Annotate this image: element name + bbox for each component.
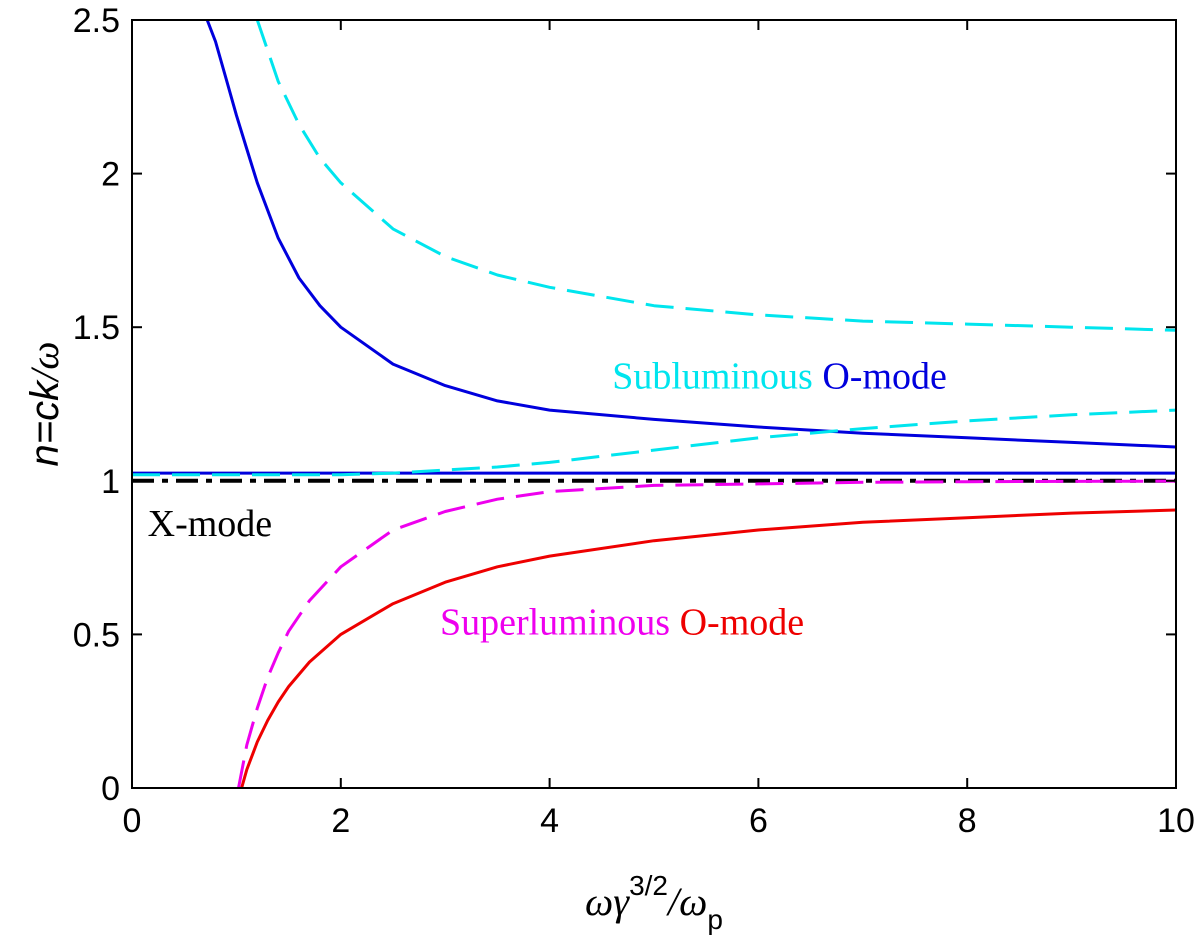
- x-tick-label-5: 10: [1157, 802, 1195, 840]
- y-tick-label-3: 1.5: [73, 309, 120, 347]
- annotation-0: Subluminous O-mode: [612, 356, 947, 398]
- x-axis-label-mid: /ω: [666, 879, 707, 924]
- x-tick-label-1: 2: [331, 802, 350, 840]
- annotations-layer: Subluminous O-mode X-mode Superluminous O-…: [148, 356, 947, 644]
- series-6-line: [240, 508, 1176, 788]
- y-tick-label-4: 2: [101, 156, 120, 194]
- y-tick-label-5: 2.5: [73, 2, 120, 40]
- annotation-1-part-0: X-mode: [148, 503, 273, 545]
- x-tick-label-4: 8: [958, 802, 977, 840]
- x-tick-label-2: 4: [540, 802, 559, 840]
- x-tick-label-3: 6: [749, 802, 768, 840]
- y-tick-label-1: 0.5: [73, 616, 120, 654]
- annotation-2-part-0: Superluminous: [440, 601, 670, 643]
- y-axis-label: n=ck/ω: [22, 342, 67, 467]
- series-2-line: [255, 20, 1176, 332]
- ticks-layer: 0 2 4 6 8 10 0 0.5 1 1.5 2 2.5: [73, 2, 1195, 840]
- y-axis-label-italic: ck: [23, 379, 67, 421]
- x-tick-label-0: 0: [123, 802, 142, 840]
- annotation-1: X-mode: [148, 503, 273, 545]
- x-axis-label: ωγ3/2/ωp: [585, 870, 723, 935]
- series-5-line: [237, 479, 1176, 788]
- annotation-0-part-1: O-mode: [813, 356, 947, 398]
- plot-frame: [131, 19, 1177, 789]
- y-tick-label-2: 1: [101, 463, 120, 501]
- y-axis-label-pre: n=: [23, 421, 67, 467]
- y-tick-label-0: 0: [101, 770, 120, 808]
- series-0-line: [205, 20, 1176, 449]
- x-axis-label-base: ωγ: [585, 879, 630, 924]
- x-axis-label-sub: p: [707, 904, 723, 935]
- x-axis-label-sup: 3/2: [629, 870, 668, 901]
- annotation-2: Superluminous O-mode: [440, 601, 804, 643]
- y-axis-label-post: /ω: [22, 342, 67, 383]
- series-layer: [132, 20, 1176, 788]
- series-3-line: [132, 408, 1176, 477]
- annotation-0-part-0: Subluminous: [612, 356, 813, 398]
- annotation-2-part-1: O-mode: [670, 601, 804, 643]
